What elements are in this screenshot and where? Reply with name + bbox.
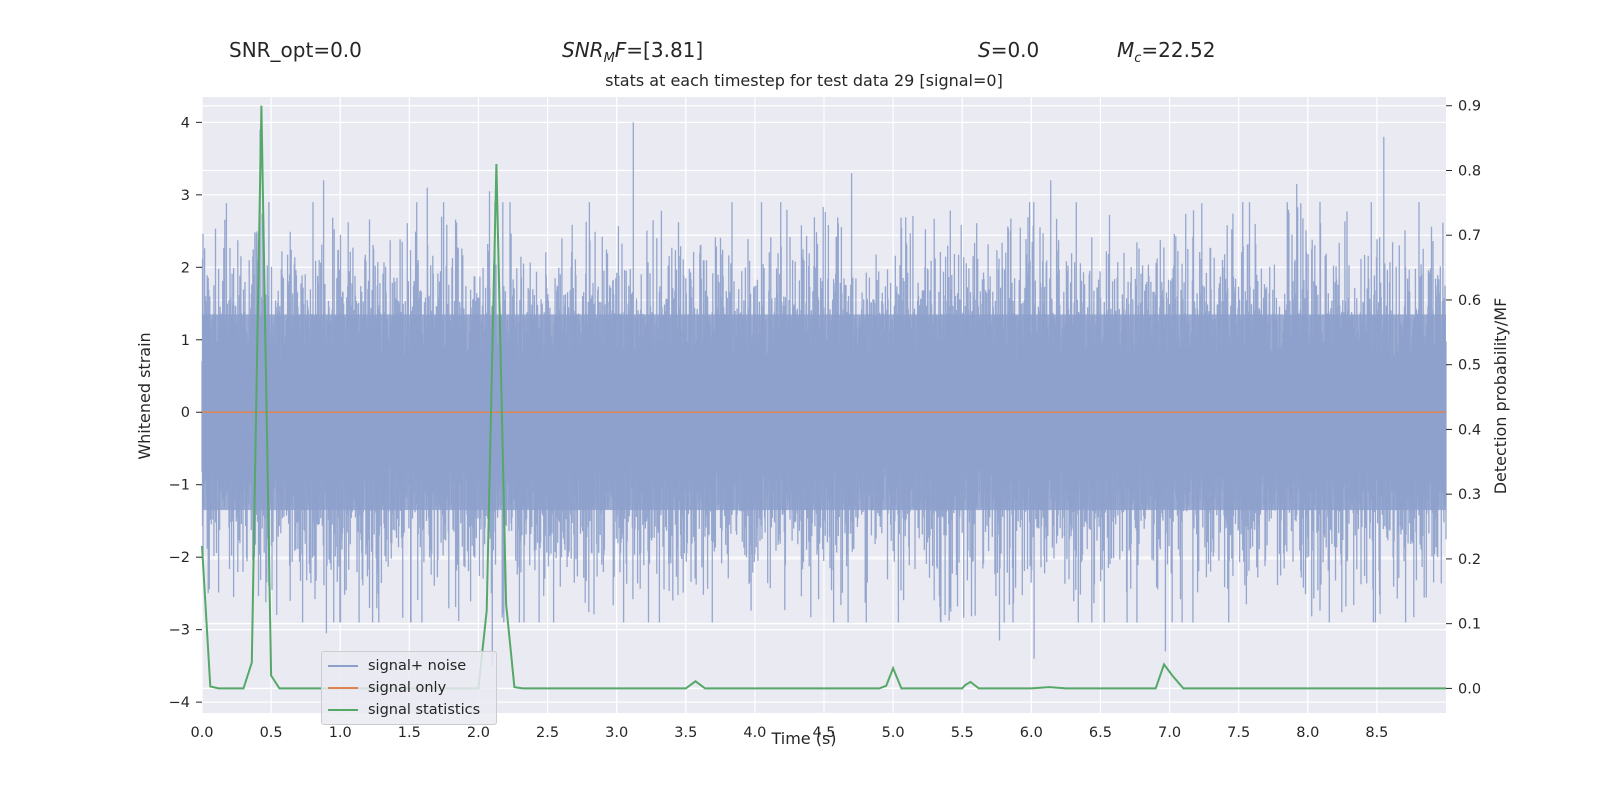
y2-tick-label: 0.7 <box>1458 228 1481 244</box>
x-tick-label: 8.0 <box>1296 725 1319 741</box>
y2-tick-label: 0.3 <box>1458 487 1481 503</box>
x-tick-label: 5.5 <box>951 725 974 741</box>
y2-tick-label: 0.9 <box>1458 99 1481 115</box>
y-tick-label: −2 <box>169 550 190 566</box>
y-tick-label: −1 <box>169 478 190 494</box>
y-tick-label: 2 <box>181 260 190 276</box>
x-tick-label: 6.5 <box>1089 725 1112 741</box>
legend: signal+ noise signal only signal statist… <box>321 651 497 725</box>
x-axis: 0.0 0.5 1.0 1.5 2.0 2.5 3.0 3.5 4.0 4.5 5.0 5.5 6.0 6… <box>190 725 1388 741</box>
x-tick-label: 6.0 <box>1020 725 1043 741</box>
snr-mf-subscript: M <box>603 51 615 66</box>
legend-item-statistics: signal statistics <box>328 699 480 721</box>
y-tick-label: 1 <box>181 333 190 349</box>
x-tick-label: 1.5 <box>398 725 421 741</box>
y2-tick-label: 0.5 <box>1458 358 1481 374</box>
y2-tick-label: 0.1 <box>1458 617 1481 633</box>
snr-mf-symbol-suffix: F <box>614 38 627 62</box>
x-tick-label: 2.5 <box>536 725 559 741</box>
mc-value: =22.52 <box>1141 38 1216 62</box>
y-axis-left: 4 3 2 1 0 −1 −2 −3 −4 <box>169 115 202 711</box>
legend-label-noise: signal+ noise <box>368 658 467 674</box>
legend-label-statistics: signal statistics <box>368 702 481 718</box>
x-tick-label: 0.0 <box>190 725 213 741</box>
y-axis-right: 0.9 0.8 0.7 0.6 0.5 0.4 0.3 0.2 0.1 0.0 <box>1446 99 1481 697</box>
mc-label: Mc=22.52 <box>1117 38 1215 66</box>
statistics-line <box>201 105 1446 690</box>
legend-item-noise: signal+ noise <box>328 655 466 677</box>
x-tick-label: 8.5 <box>1365 725 1388 741</box>
x-tick-label: 7.0 <box>1158 725 1181 741</box>
x-tick-label: 2.0 <box>467 725 490 741</box>
legend-swatch-statistics <box>328 709 358 711</box>
y-axis-label: Whitened strain <box>135 332 154 459</box>
x-tick-label: 7.5 <box>1227 725 1250 741</box>
y-tick-label: 4 <box>181 115 190 131</box>
s-label: S=0.0 <box>978 38 1039 62</box>
snr-opt-label: SNR_opt=0.0 <box>229 38 362 62</box>
mc-subscript: c <box>1134 51 1142 66</box>
x-tick-label: 4.0 <box>743 725 766 741</box>
y2-axis-label: Detection probability/MF <box>1491 298 1510 495</box>
y2-tick-label: 0.4 <box>1458 422 1481 438</box>
snr-mf-value: =[3.81] <box>626 38 704 62</box>
x-axis-label: Time (s) <box>770 729 836 748</box>
y-tick-label: 3 <box>181 188 190 204</box>
mc-symbol: M <box>1117 38 1135 62</box>
snr-mf-label: SNRMF=[3.81] <box>562 38 703 66</box>
s-value: =0.0 <box>990 38 1040 62</box>
y2-tick-label: 0.8 <box>1458 163 1481 179</box>
y-tick-label: −3 <box>169 623 190 639</box>
x-tick-label: 1.0 <box>329 725 352 741</box>
legend-swatch-noise <box>328 665 358 667</box>
y-tick-label: −4 <box>169 695 190 711</box>
x-tick-label: 3.5 <box>674 725 697 741</box>
series-signal-statistics <box>201 105 1446 690</box>
chart-title: stats at each timestep for test data 29 … <box>605 71 1003 90</box>
legend-item-signal-only: signal only <box>328 677 446 699</box>
snr-mf-symbol: SNR <box>562 38 604 62</box>
y2-tick-label: 0.6 <box>1458 293 1481 309</box>
s-symbol: S <box>978 38 991 62</box>
x-tick-label: 3.0 <box>605 725 628 741</box>
x-tick-label: 4.5 <box>812 725 835 741</box>
legend-swatch-signal-only <box>328 687 358 689</box>
y-tick-label: 0 <box>181 405 190 421</box>
y2-tick-label: 0.2 <box>1458 552 1481 568</box>
snr-opt-text: SNR_opt=0.0 <box>229 38 362 62</box>
x-tick-label: 0.5 <box>260 725 283 741</box>
legend-label-signal-only: signal only <box>368 680 447 696</box>
x-tick-label: 5.0 <box>882 725 905 741</box>
y2-tick-label: 0.0 <box>1458 681 1481 697</box>
